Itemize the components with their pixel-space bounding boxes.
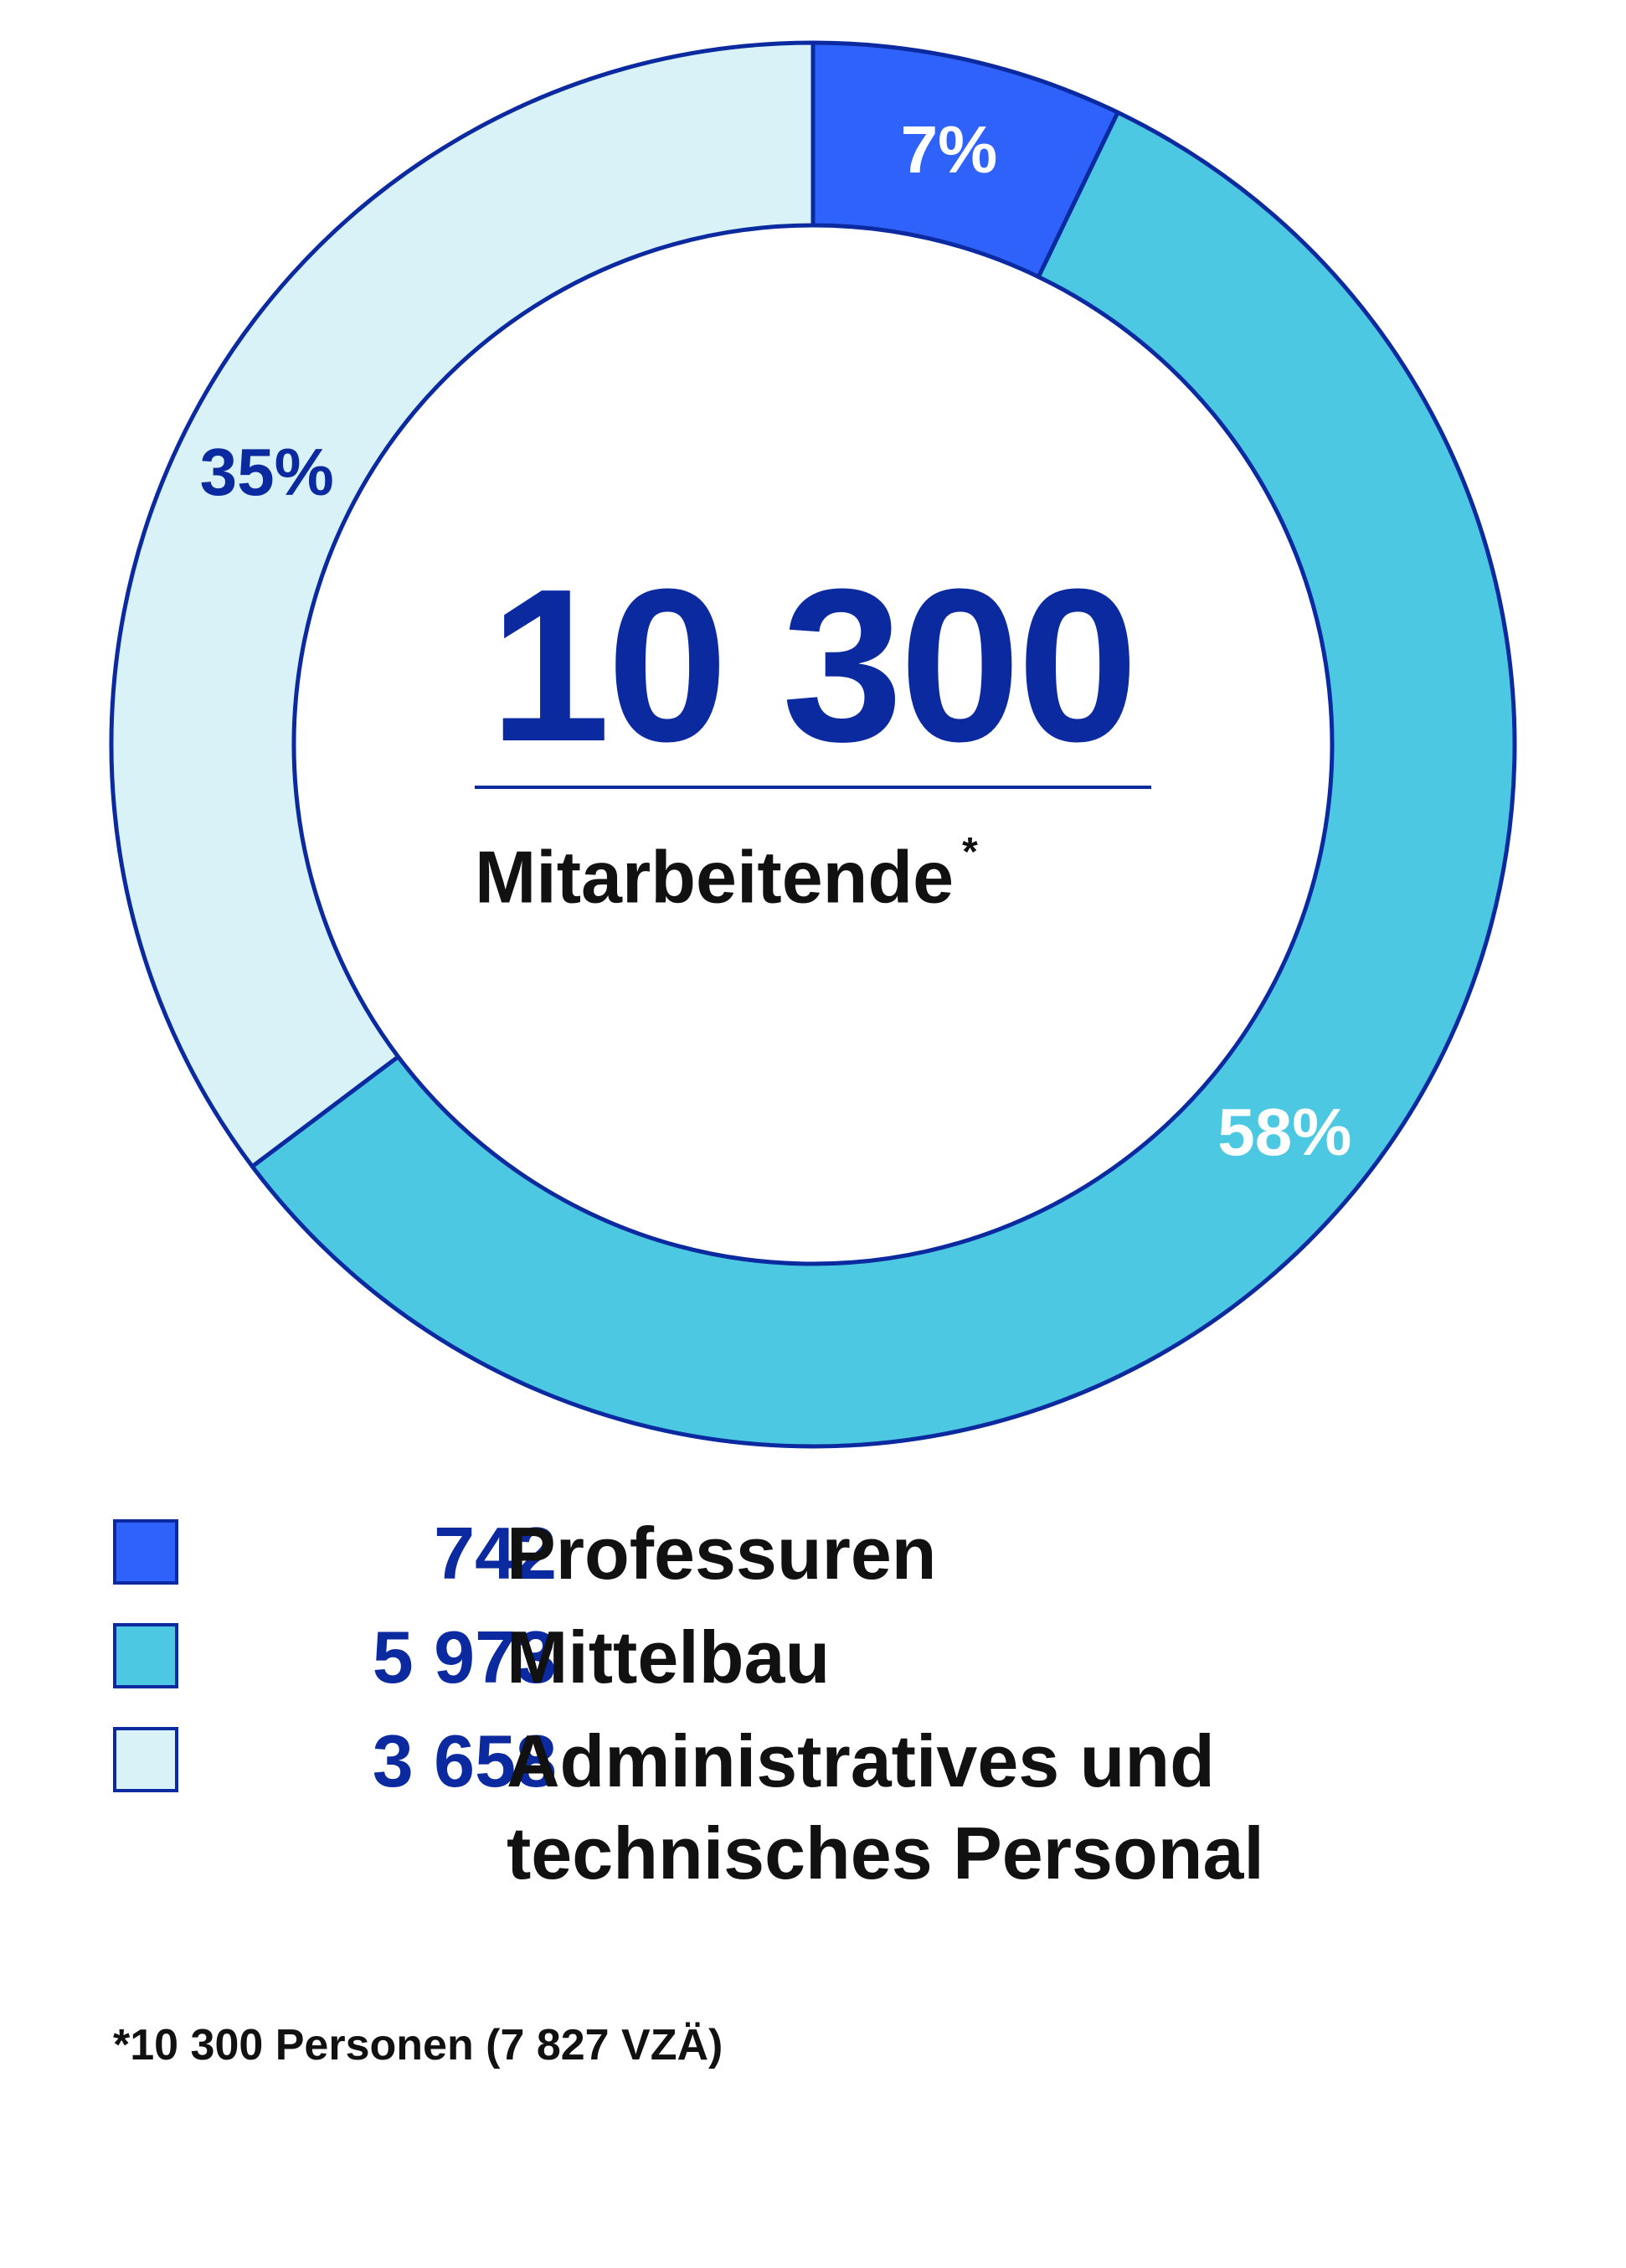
footnote: *10 300 Personen (7 827 VZÄ) [113,2021,723,2070]
legend-item-mittelbau: 5 973 Mittelbau [113,1611,1536,1715]
legend-swatch-mittelbau [113,1623,178,1688]
donut-percent-labels: 7% 58% 35% [200,112,1352,1169]
percent-label-professuren: 7% [901,112,998,187]
legend-label-professuren: Professuren [507,1512,937,1595]
legend-value-professuren: 742 [434,1512,557,1595]
center-divider [475,786,1151,789]
legend-item-professuren: 742 Professuren [113,1508,1536,1611]
legend-item-administratives-personal: 3 658 Administratives und technisches Pe… [113,1715,1536,1916]
legend: 742 Professuren 5 973 Mittelbau 3 658 Ad… [113,1508,1536,1916]
legend-swatch-administratives-personal [113,1727,178,1792]
legend-label-administratives-personal: Administratives und technisches Personal [507,1719,1264,1894]
donut-chart: 7% 58% 35% [109,40,1517,1449]
percent-label-administratives: 35% [200,435,334,509]
center-total-value: 10 300 [489,544,1138,787]
legend-swatch-professuren [113,1519,178,1585]
center-label-text: Mitarbeitende [475,835,955,919]
legend-value-administratives-personal: 3 658 [372,1719,557,1802]
legend-label-mittelbau: Mittelbau [507,1616,831,1698]
footnote-marker: * [962,830,978,874]
donut-slice-administratives [109,40,816,1169]
percent-label-mittelbau: 58% [1217,1095,1351,1169]
legend-value-mittelbau: 5 973 [372,1616,557,1698]
donut-slice-mittelbau [250,110,1517,1449]
center-label: Mitarbeitende * [475,822,978,919]
donut-slices [109,40,1517,1449]
